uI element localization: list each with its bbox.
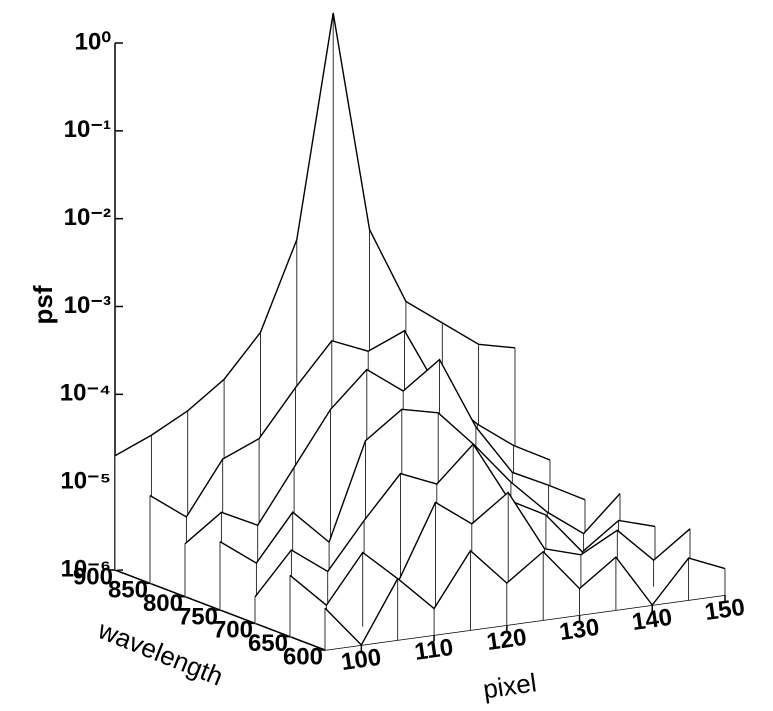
surface-row — [149, 329, 551, 518]
x-tick-label: 150 — [703, 594, 746, 626]
surface-row — [184, 358, 586, 545]
z-tick-label: 10⁰ — [75, 28, 112, 55]
surface-row — [289, 491, 691, 607]
z-tick-label: 10⁻⁶ — [61, 555, 111, 582]
z-tick-label: 10⁻¹ — [64, 116, 111, 143]
x-tick-label: 120 — [485, 624, 528, 656]
y-tick-label: 800 — [143, 590, 183, 617]
surface-row — [219, 408, 621, 565]
x-tick-label: 130 — [558, 614, 601, 646]
x-tick-label: 100 — [339, 644, 382, 676]
x-axis-label: pixel — [481, 667, 538, 704]
z-tick-label: 10⁻³ — [64, 292, 111, 319]
surface-row — [254, 442, 656, 598]
y-tick-label: 900 — [73, 563, 113, 590]
y-tick-label: 700 — [213, 617, 253, 644]
y-tick-label: 750 — [178, 603, 218, 630]
z-tick-label: 10⁻⁴ — [60, 380, 111, 407]
y-tick-label: 600 — [283, 643, 323, 670]
y-tick-label: 650 — [248, 630, 288, 657]
z-tick-label: 10⁻² — [64, 204, 111, 231]
row-fill — [325, 550, 725, 650]
x-tick-label: 140 — [630, 604, 673, 636]
z-tick-label: 10⁻⁵ — [60, 468, 111, 495]
y-tick-label: 850 — [108, 577, 148, 604]
surface-row — [324, 549, 726, 647]
surface-row — [114, 12, 516, 457]
z-axis-label: psf — [28, 285, 58, 324]
x-tick-label: 110 — [413, 634, 455, 666]
